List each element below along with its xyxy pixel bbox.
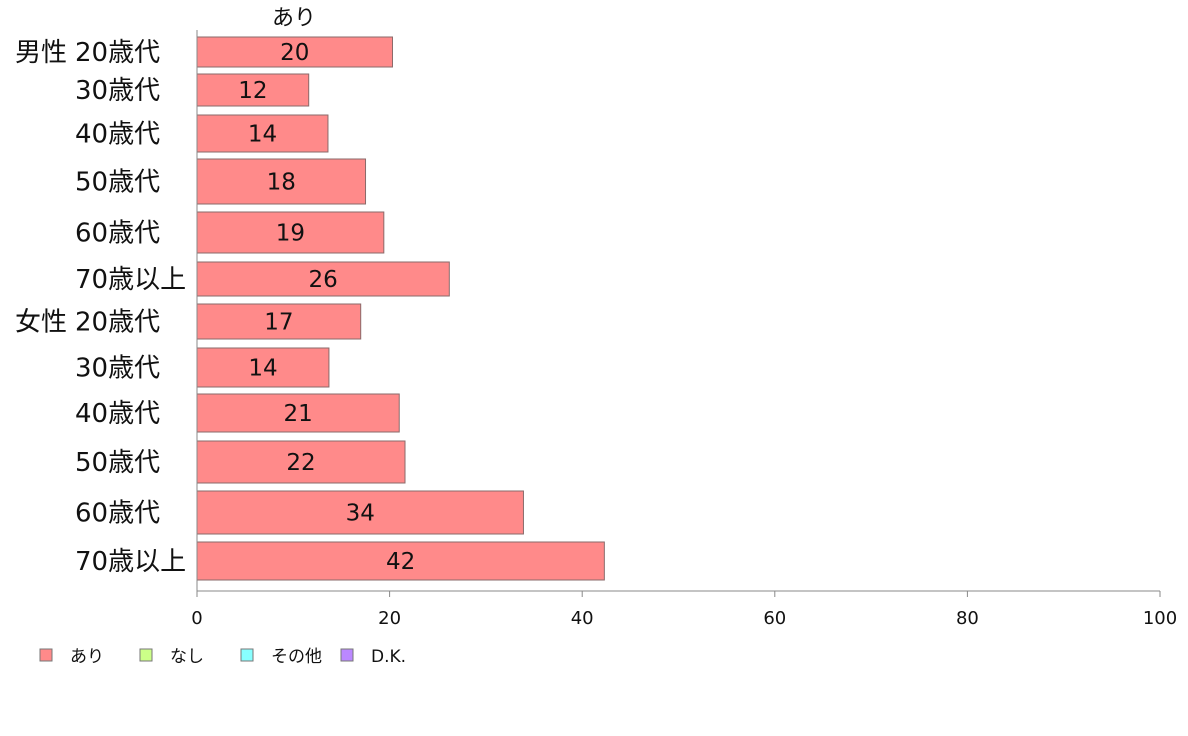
bar bbox=[196, 303, 362, 340]
category-label: 60歳代 bbox=[75, 219, 160, 249]
category-label: 30歳代 bbox=[75, 354, 160, 384]
bar-value-label: 19 bbox=[276, 221, 305, 247]
bar bbox=[196, 490, 524, 535]
category-label: 40歳代 bbox=[75, 120, 160, 150]
x-tick-label: 0 bbox=[191, 608, 202, 629]
legend-label: D.K. bbox=[371, 647, 406, 667]
legend-swatch bbox=[139, 648, 153, 662]
bar bbox=[196, 541, 605, 581]
x-tick-label: 40 bbox=[571, 608, 594, 629]
category-label: 70歳以上 bbox=[75, 547, 186, 577]
group-label: 女性 bbox=[15, 308, 67, 338]
x-axis: 0 20 40 60 80 100 bbox=[191, 30, 1177, 629]
bar-value-label: 18 bbox=[267, 170, 296, 196]
bar-value-label: 12 bbox=[238, 78, 267, 104]
legend-label: あり bbox=[70, 647, 104, 667]
bar-value-label: 20 bbox=[280, 40, 309, 66]
bar bbox=[196, 211, 385, 254]
bar-value-label: 14 bbox=[248, 122, 277, 148]
bar bbox=[196, 114, 329, 153]
legend-swatch bbox=[340, 648, 354, 662]
bar-value-label: 34 bbox=[346, 501, 375, 527]
bar bbox=[196, 158, 367, 205]
bar bbox=[196, 440, 406, 484]
bar-value-label: 14 bbox=[248, 356, 277, 382]
legend-label: その他 bbox=[271, 647, 322, 667]
x-tick-label: 20 bbox=[378, 608, 401, 629]
bar-value-label: 22 bbox=[286, 450, 315, 476]
category-label: 50歳代 bbox=[75, 448, 160, 478]
category-label: 70歳以上 bbox=[75, 265, 186, 295]
legend-swatch bbox=[39, 648, 53, 662]
bar-value-label: 17 bbox=[264, 310, 293, 336]
bar-value-label: 26 bbox=[309, 267, 338, 293]
bar-value-label: 21 bbox=[283, 401, 312, 427]
category-label: 40歳代 bbox=[75, 399, 160, 429]
bar bbox=[196, 73, 310, 107]
x-tick-label: 80 bbox=[956, 608, 979, 629]
legend-label: なし bbox=[170, 647, 204, 667]
category-label: 20歳代 bbox=[75, 38, 160, 68]
legend-swatch bbox=[240, 648, 254, 662]
category-labels: 20歳代 30歳代 40歳代 50歳代 60歳代 70歳以上 20歳代 30歳代 40歳代 50歳… bbox=[15, 38, 186, 577]
bar bbox=[196, 36, 393, 68]
category-label: 20歳代 bbox=[75, 308, 160, 338]
category-label: 50歳代 bbox=[75, 168, 160, 198]
x-tick-label: 100 bbox=[1143, 608, 1177, 629]
legend: あり なし その他 D.K. bbox=[39, 647, 406, 667]
category-label: 60歳代 bbox=[75, 499, 160, 529]
bar-value-label: 42 bbox=[386, 549, 415, 575]
x-tick-label: 60 bbox=[763, 608, 786, 629]
category-label: 30歳代 bbox=[75, 76, 160, 106]
series-header: あり bbox=[272, 6, 316, 31]
group-label: 男性 bbox=[15, 38, 67, 68]
